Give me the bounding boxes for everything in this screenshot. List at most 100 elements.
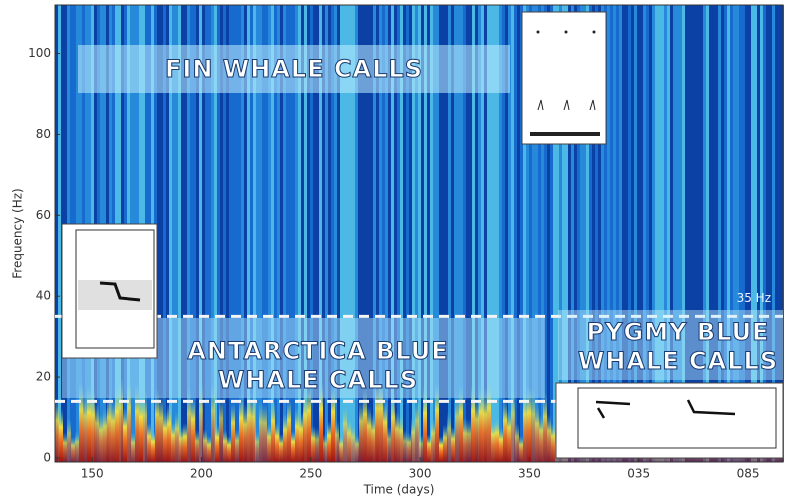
- texture-stripe: [343, 5, 346, 462]
- texture-stripe: [331, 5, 334, 462]
- texture-stripe: [748, 5, 751, 462]
- texture-low-band: [311, 425, 315, 462]
- texture-stripe: [688, 5, 691, 462]
- texture-stripe: [280, 5, 283, 462]
- texture-low-band: [159, 394, 163, 462]
- texture-low-band: [543, 391, 547, 462]
- texture-stripe: [493, 5, 496, 462]
- y-tick-label: 60: [36, 208, 51, 222]
- texture-stripe: [409, 5, 412, 462]
- texture-stripe: [277, 5, 280, 462]
- inset-spectrogram: [521, 11, 607, 145]
- texture-stripe: [670, 5, 673, 462]
- texture-stripe: [667, 5, 670, 462]
- texture-low-band: [231, 401, 235, 462]
- y-axis-label: Frequency (Hz): [11, 188, 25, 279]
- texture-low-band: [539, 413, 543, 462]
- x-tick-label: 035: [627, 467, 650, 481]
- texture-stripe: [379, 5, 382, 462]
- texture-stripe: [622, 5, 625, 462]
- texture-stripe: [421, 5, 424, 462]
- texture-stripe: [223, 5, 226, 462]
- texture-stripe: [556, 5, 559, 462]
- texture-low-band: [487, 378, 491, 462]
- texture-low-band: [419, 433, 423, 462]
- texture-low-band: [259, 400, 263, 462]
- texture-stripe: [403, 5, 406, 462]
- texture-low-band: [207, 435, 211, 462]
- texture-low-band: [435, 382, 439, 462]
- texture-stripe: [673, 5, 676, 462]
- texture-low-band: [363, 388, 367, 462]
- y-tick-label: 80: [36, 127, 51, 141]
- texture-low-band: [371, 413, 375, 462]
- texture-stripe: [292, 5, 295, 462]
- texture-stripe: [250, 5, 253, 462]
- texture-low-band: [407, 432, 411, 462]
- texture-stripe: [601, 5, 604, 462]
- texture-stripe: [496, 5, 499, 462]
- texture-low-band: [271, 399, 275, 462]
- texture-low-band: [211, 383, 215, 462]
- texture-low-band: [531, 388, 535, 462]
- texture-stripe: [475, 5, 478, 462]
- texture-low-band: [139, 392, 143, 462]
- texture-stripe: [568, 5, 571, 462]
- texture-stripe: [595, 5, 598, 462]
- texture-low-band: [447, 411, 451, 462]
- texture-stripe: [295, 5, 298, 462]
- texture-low-band: [223, 429, 227, 462]
- texture-low-band: [267, 423, 271, 462]
- texture-stripe: [508, 5, 511, 462]
- texture-stripe: [310, 5, 313, 462]
- x-tick-label: 085: [737, 467, 760, 481]
- x-axis-label: Time (days): [363, 483, 435, 497]
- texture-low-band: [491, 419, 495, 462]
- texture-stripe: [661, 5, 664, 462]
- texture-stripe: [616, 5, 619, 462]
- texture-low-band: [535, 403, 539, 462]
- x-tick-label: 200: [190, 467, 213, 481]
- texture-stripe: [505, 5, 508, 462]
- texture-stripe: [721, 5, 724, 462]
- texture-stripe: [553, 5, 556, 462]
- texture-stripe: [694, 5, 697, 462]
- texture-low-band: [171, 420, 175, 462]
- y-tick-label: 40: [36, 289, 51, 303]
- texture-stripe: [631, 5, 634, 462]
- texture-stripe: [304, 5, 307, 462]
- texture-low-band: [479, 384, 483, 462]
- y-tick-label: 20: [36, 370, 51, 384]
- texture-low-band: [511, 387, 515, 462]
- texture-stripe: [664, 5, 667, 462]
- texture-low-band: [155, 388, 159, 462]
- annotation-text: WHALE CALLS: [578, 347, 778, 375]
- texture-stripe: [703, 5, 706, 462]
- texture-stripe: [355, 5, 358, 462]
- texture-stripe: [757, 5, 760, 462]
- texture-low-band: [527, 385, 531, 462]
- texture-stripe: [415, 5, 418, 462]
- texture-low-band: [551, 422, 555, 462]
- texture-low-band: [379, 379, 383, 462]
- texture-low-band: [403, 429, 407, 462]
- texture-low-band: [483, 388, 487, 462]
- texture-stripe: [271, 5, 274, 462]
- texture-low-band: [263, 402, 267, 462]
- x-tick-label: 350: [518, 467, 541, 481]
- texture-stripe: [526, 5, 529, 462]
- texture-stripe: [592, 5, 595, 462]
- texture-low-band: [383, 400, 387, 462]
- texture-low-band: [503, 397, 507, 462]
- texture-low-band: [147, 422, 151, 462]
- texture-stripe: [724, 5, 727, 462]
- texture-stripe: [244, 5, 247, 462]
- texture-low-band: [347, 417, 351, 462]
- texture-stripe: [547, 5, 550, 462]
- texture-low-band: [291, 430, 295, 462]
- reference-label: 35 Hz: [737, 291, 771, 305]
- texture-low-band: [59, 408, 63, 462]
- texture-low-band: [475, 396, 479, 462]
- texture-low-band: [215, 424, 219, 462]
